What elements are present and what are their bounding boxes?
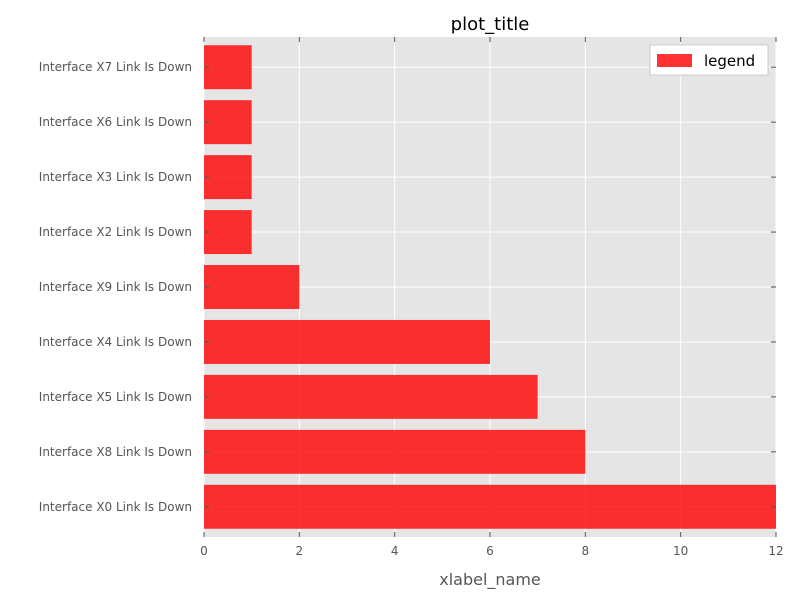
bar [204, 210, 252, 255]
bar [204, 484, 776, 529]
tick-labels: 0 2 4 6 8 10 12 Interface X0 Link Is Down Interf… [39, 60, 784, 558]
chart-title: plot_title [451, 14, 530, 35]
y-tick-label: Interface X8 Link Is Down [39, 445, 192, 459]
x-tick-label: 0 [200, 544, 208, 558]
legend-box: legend [649, 44, 769, 76]
x-tick-label: 12 [768, 544, 783, 558]
bar [204, 155, 252, 200]
x-tick-label: 8 [582, 544, 590, 558]
bar [204, 319, 490, 364]
y-tick-label: Interface X2 Link Is Down [39, 225, 192, 239]
x-tick-label: 10 [673, 544, 688, 558]
y-tick-label: Interface X5 Link Is Down [39, 390, 192, 404]
bar [204, 45, 252, 90]
y-tick-label: Interface X6 Link Is Down [39, 115, 192, 129]
bar [204, 374, 538, 419]
bar [204, 429, 586, 474]
y-tick-label: Interface X7 Link Is Down [39, 60, 192, 74]
axis-ticks [203, 37, 777, 537]
bar [204, 100, 252, 145]
x-tick-label: 4 [391, 544, 399, 558]
x-tick-label: 6 [486, 544, 494, 558]
x-axis-label: xlabel_name [439, 570, 541, 590]
y-tick-label: Interface X9 Link Is Down [39, 280, 192, 294]
x-tick-label: 2 [296, 544, 304, 558]
y-tick-label: Interface X0 Link Is Down [39, 500, 192, 514]
legend-swatch [657, 54, 692, 67]
y-tick-label: Interface X4 Link Is Down [39, 335, 192, 349]
legend-label: legend [704, 52, 755, 70]
bars [204, 45, 776, 529]
bar [204, 265, 300, 309]
y-tick-label: Interface X3 Link Is Down [39, 170, 192, 184]
